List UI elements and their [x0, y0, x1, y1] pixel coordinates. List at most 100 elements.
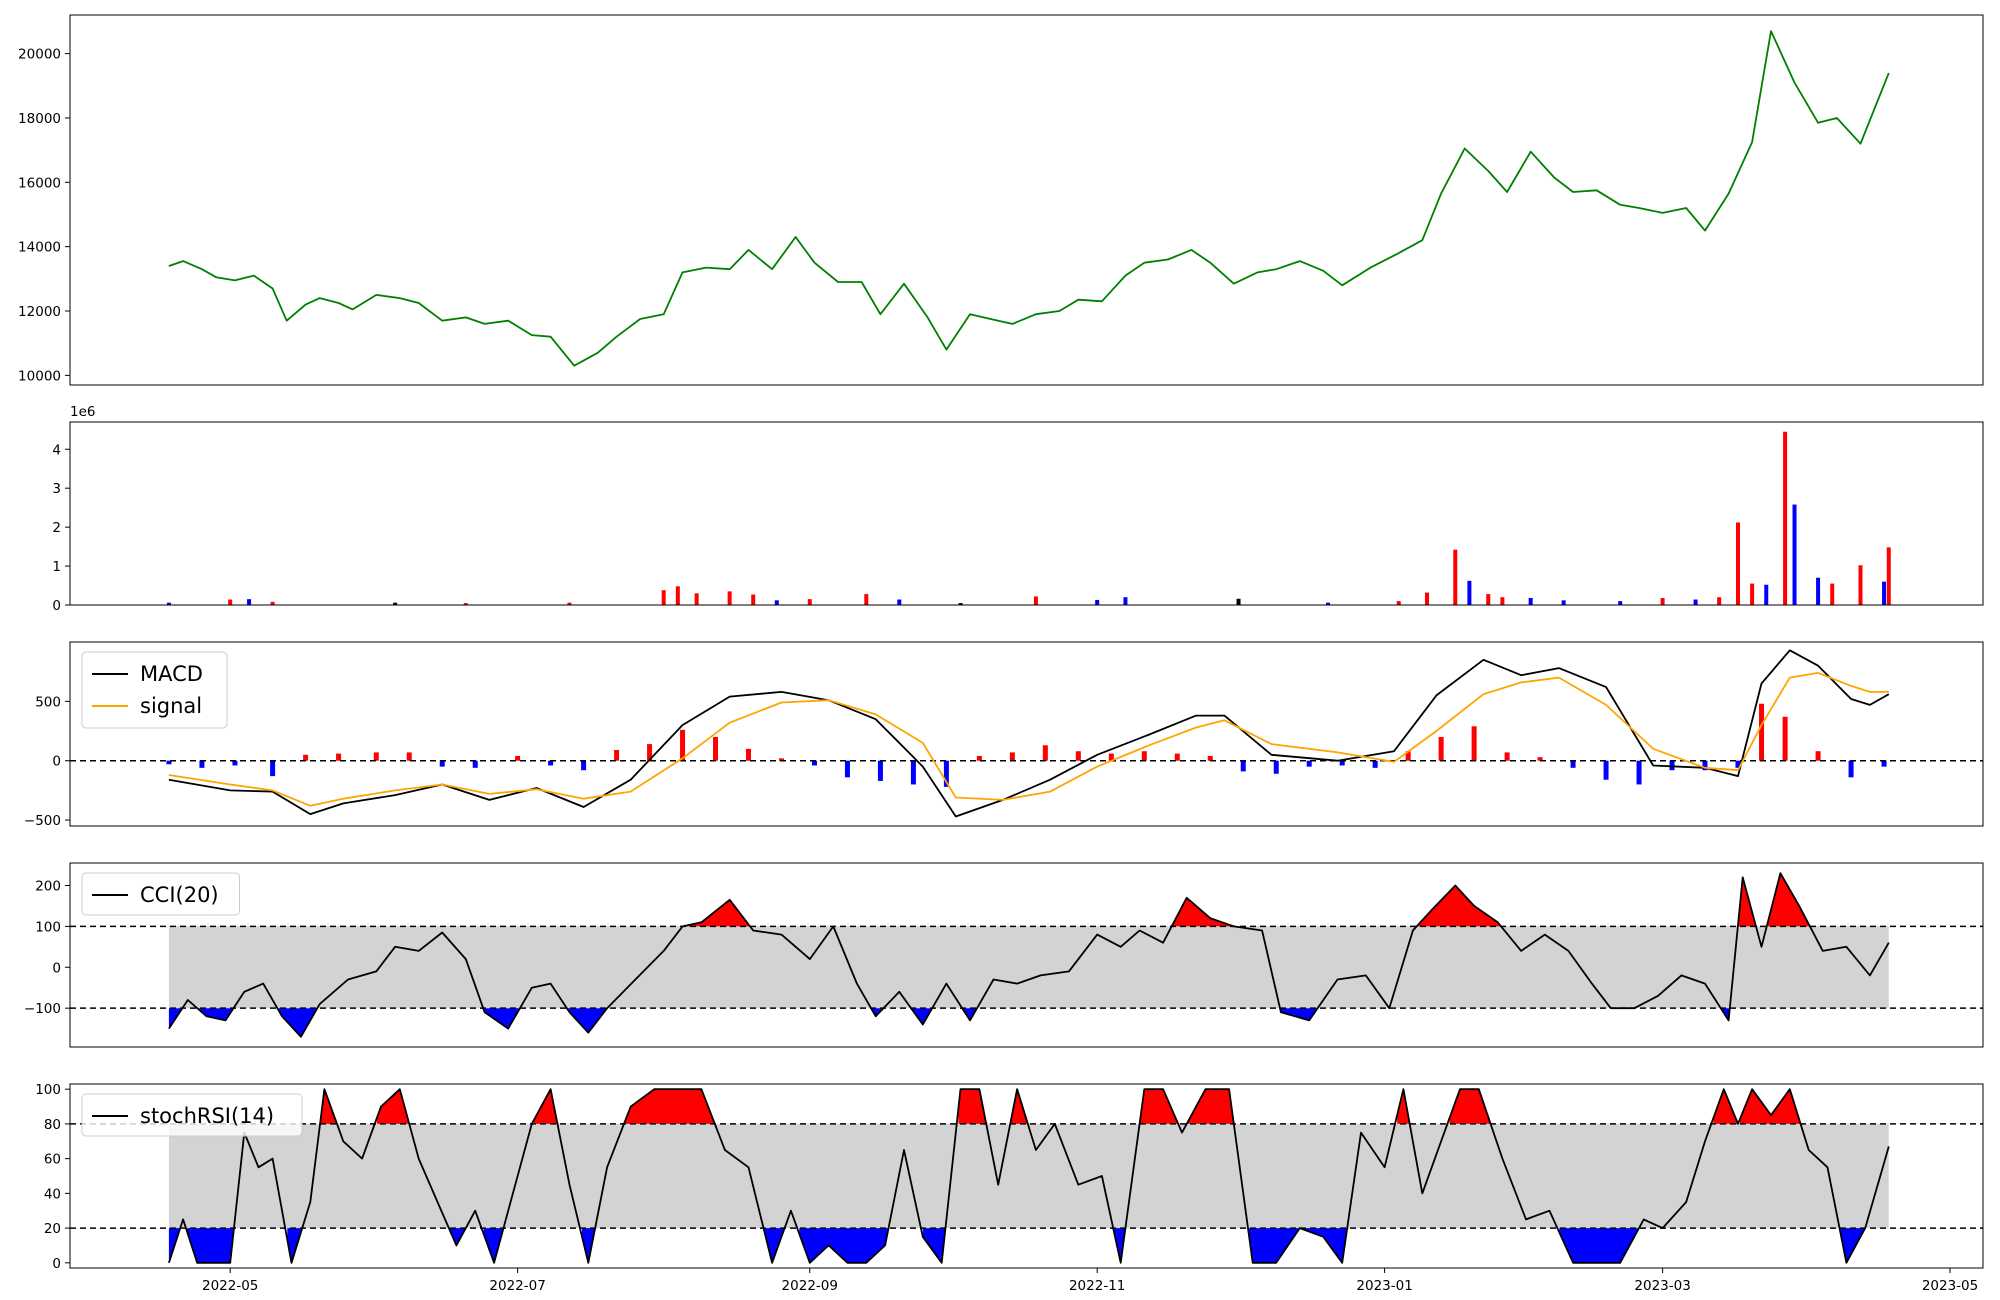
y-tick-label: 3 — [52, 481, 61, 497]
y-tick-label: 100 — [35, 1082, 61, 1098]
x-tick-label: 2023-05 — [1922, 1278, 1978, 1294]
price-panel: 10000 12000 14000 16000 18000 20000 — [18, 14, 1984, 386]
macd-histogram-bar — [303, 754, 309, 761]
volume-bar — [1467, 580, 1472, 605]
y-tick-label: 12000 — [18, 304, 61, 320]
volume-bar — [1486, 594, 1491, 605]
y-tick-label: 60 — [44, 1152, 61, 1168]
macd-panel: MACD signal −500 0 500 — [24, 641, 1984, 829]
y-tick-label: 0 — [52, 960, 61, 976]
volume-bar — [1033, 596, 1038, 605]
macd-histogram-bar — [1570, 760, 1576, 768]
macd-histogram-bar — [1075, 751, 1081, 761]
volume-bar — [1693, 599, 1698, 605]
volume-bar — [1425, 592, 1430, 605]
y-tick-label: 0 — [52, 1256, 61, 1272]
y-tick-label: 40 — [44, 1186, 61, 1202]
macd-histogram-bar — [1504, 752, 1510, 761]
y-tick-label: 0 — [52, 598, 61, 614]
x-tick-label: 2022-11 — [1069, 1278, 1125, 1294]
y-tick-label: 200 — [35, 878, 61, 894]
volume-bar — [864, 594, 869, 605]
volume-panel: 1e6 0 1 2 3 4 — [52, 404, 1984, 614]
volume-bar — [247, 599, 252, 605]
price-line — [168, 30, 1890, 367]
volume-bar — [567, 602, 572, 605]
volume-bar — [1095, 599, 1100, 605]
y-tick-label: 100 — [35, 919, 61, 935]
x-tick-label: 2022-07 — [489, 1278, 545, 1294]
macd-histogram-bar — [1881, 760, 1887, 767]
macd-histogram-bar — [1108, 753, 1114, 761]
macd-histogram-bar — [1815, 751, 1821, 761]
y-tick-label: 1 — [52, 559, 61, 575]
macd-histogram-bar — [199, 760, 205, 768]
legend-label: signal — [140, 694, 202, 718]
volume-bar — [897, 599, 902, 605]
macd-histogram-bar — [1702, 760, 1708, 771]
x-tick-label: 2023-01 — [1356, 1278, 1412, 1294]
volume-bar — [1816, 577, 1821, 605]
panel-frame — [69, 862, 1984, 1048]
macd-histogram-bar — [1240, 760, 1246, 772]
macd-histogram-bar — [647, 744, 653, 761]
macd-histogram-bar — [1273, 760, 1279, 774]
panel-frame — [69, 1083, 1984, 1269]
cci-panel: CCI(20) −100 0 100 200 — [24, 862, 1984, 1048]
macd-histogram-bar — [614, 750, 620, 761]
macd-histogram-bar — [1603, 760, 1609, 780]
y-tick-label: 20000 — [18, 47, 61, 63]
volume-bar — [1500, 597, 1505, 605]
y-tick-label: 18000 — [18, 111, 61, 127]
volume-bar — [1660, 597, 1665, 605]
y-tick-label: 0 — [52, 754, 61, 770]
macd-histogram-bar — [844, 760, 850, 778]
macd-histogram-bar — [1782, 716, 1788, 761]
macd-histogram-bar — [581, 760, 587, 771]
volume-bar — [675, 586, 680, 605]
volume-bar — [807, 599, 812, 605]
volume-bar — [1750, 583, 1755, 605]
panel-frame — [69, 421, 1984, 606]
overbought-fill — [684, 873, 1811, 927]
macd-histogram-bar — [472, 760, 478, 768]
legend-label: CCI(20) — [140, 883, 219, 907]
volume-bar — [1717, 597, 1722, 605]
macd-histogram-bar — [1735, 760, 1741, 768]
panel-frame — [69, 641, 1984, 827]
macd-histogram-bar — [1207, 755, 1213, 761]
volume-bar — [1396, 601, 1401, 605]
macd-histogram-bar — [1438, 736, 1444, 761]
macd-histogram-bar — [548, 760, 554, 766]
volume-bar — [774, 600, 779, 605]
volume-bar — [1326, 602, 1331, 605]
macd-histogram-bar — [1405, 751, 1411, 761]
cci-line — [168, 872, 1890, 1038]
macd-histogram-bar — [336, 753, 342, 761]
oversold-fill — [168, 1008, 1731, 1037]
volume-bar — [166, 602, 171, 605]
macd-histogram-bar — [232, 760, 238, 766]
macd-histogram-bar — [439, 760, 445, 767]
macd-histogram-bar — [166, 760, 172, 765]
volume-bar — [463, 603, 468, 605]
legend-box — [81, 1093, 303, 1137]
x-tick-label: 2022-09 — [782, 1278, 838, 1294]
volume-bar — [1528, 597, 1533, 605]
macd-histogram-bar — [680, 729, 686, 761]
macd-histogram-bar — [515, 755, 521, 761]
neutral-band — [168, 1123, 1889, 1229]
volume-plot-area — [166, 431, 1891, 605]
macd-histogram-bar — [910, 760, 916, 785]
volume-bar — [1830, 583, 1835, 605]
macd-histogram-bar — [713, 736, 719, 761]
volume-bar — [1123, 597, 1128, 605]
stochrsi-panel: stochRSI(14) 0 20 40 60 80 100 2022-05 2022-07 20… — [35, 1082, 1984, 1294]
stochrsi-line — [168, 1088, 1890, 1264]
macd-histogram-bar — [778, 758, 784, 761]
volume-bar — [958, 603, 963, 605]
macd-histogram-bar — [1848, 760, 1854, 778]
volume-bar — [1453, 549, 1458, 605]
y-tick-label: 500 — [35, 694, 61, 710]
